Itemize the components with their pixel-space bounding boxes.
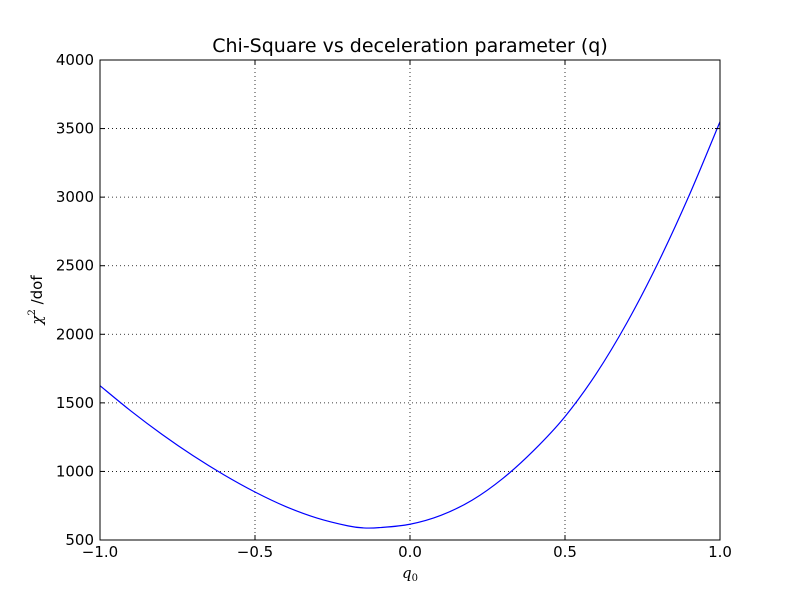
y-tick-label: 2500 bbox=[56, 257, 94, 275]
ticks bbox=[99, 59, 721, 541]
y-tick-label: 1000 bbox=[56, 462, 94, 480]
y-tick-label: 500 bbox=[65, 531, 94, 549]
series-layer bbox=[99, 121, 721, 529]
x-tick-label: 0.0 bbox=[398, 543, 422, 561]
y-tick-label: 4000 bbox=[56, 51, 94, 69]
x-axis-label: q0 bbox=[402, 564, 418, 584]
y-tick-labels: 500 1000 1500 2000 2500 3000 3500 4000 bbox=[56, 51, 94, 549]
grid-lines bbox=[100, 60, 720, 540]
x-tick-label: 1.0 bbox=[708, 543, 732, 561]
y-tick-label: 1500 bbox=[56, 394, 94, 412]
x-axis-label-subscript: 0 bbox=[412, 573, 418, 584]
y-axis-label-superscript: 2 bbox=[27, 309, 38, 315]
chart-title: Chi-Square vs deceleration parameter (q) bbox=[212, 35, 608, 57]
x-axis-label-symbol: q bbox=[402, 564, 412, 582]
series-line bbox=[99, 121, 721, 529]
x-tick-label: 0.5 bbox=[553, 543, 577, 561]
x-tick-labels: −1.0 −0.5 0.0 0.5 1.0 bbox=[82, 543, 732, 561]
y-tick-label: 3000 bbox=[56, 188, 94, 206]
y-tick-label: 3500 bbox=[56, 120, 94, 138]
y-axis-label-suffix: /dof bbox=[28, 275, 46, 310]
y-axis-label-symbol: χ bbox=[28, 315, 46, 326]
y-tick-label: 2000 bbox=[56, 325, 94, 343]
y-axis-label: χ2 /dof bbox=[27, 275, 46, 326]
x-tick-label: −1.0 bbox=[82, 543, 118, 561]
x-tick-label: −0.5 bbox=[237, 543, 273, 561]
